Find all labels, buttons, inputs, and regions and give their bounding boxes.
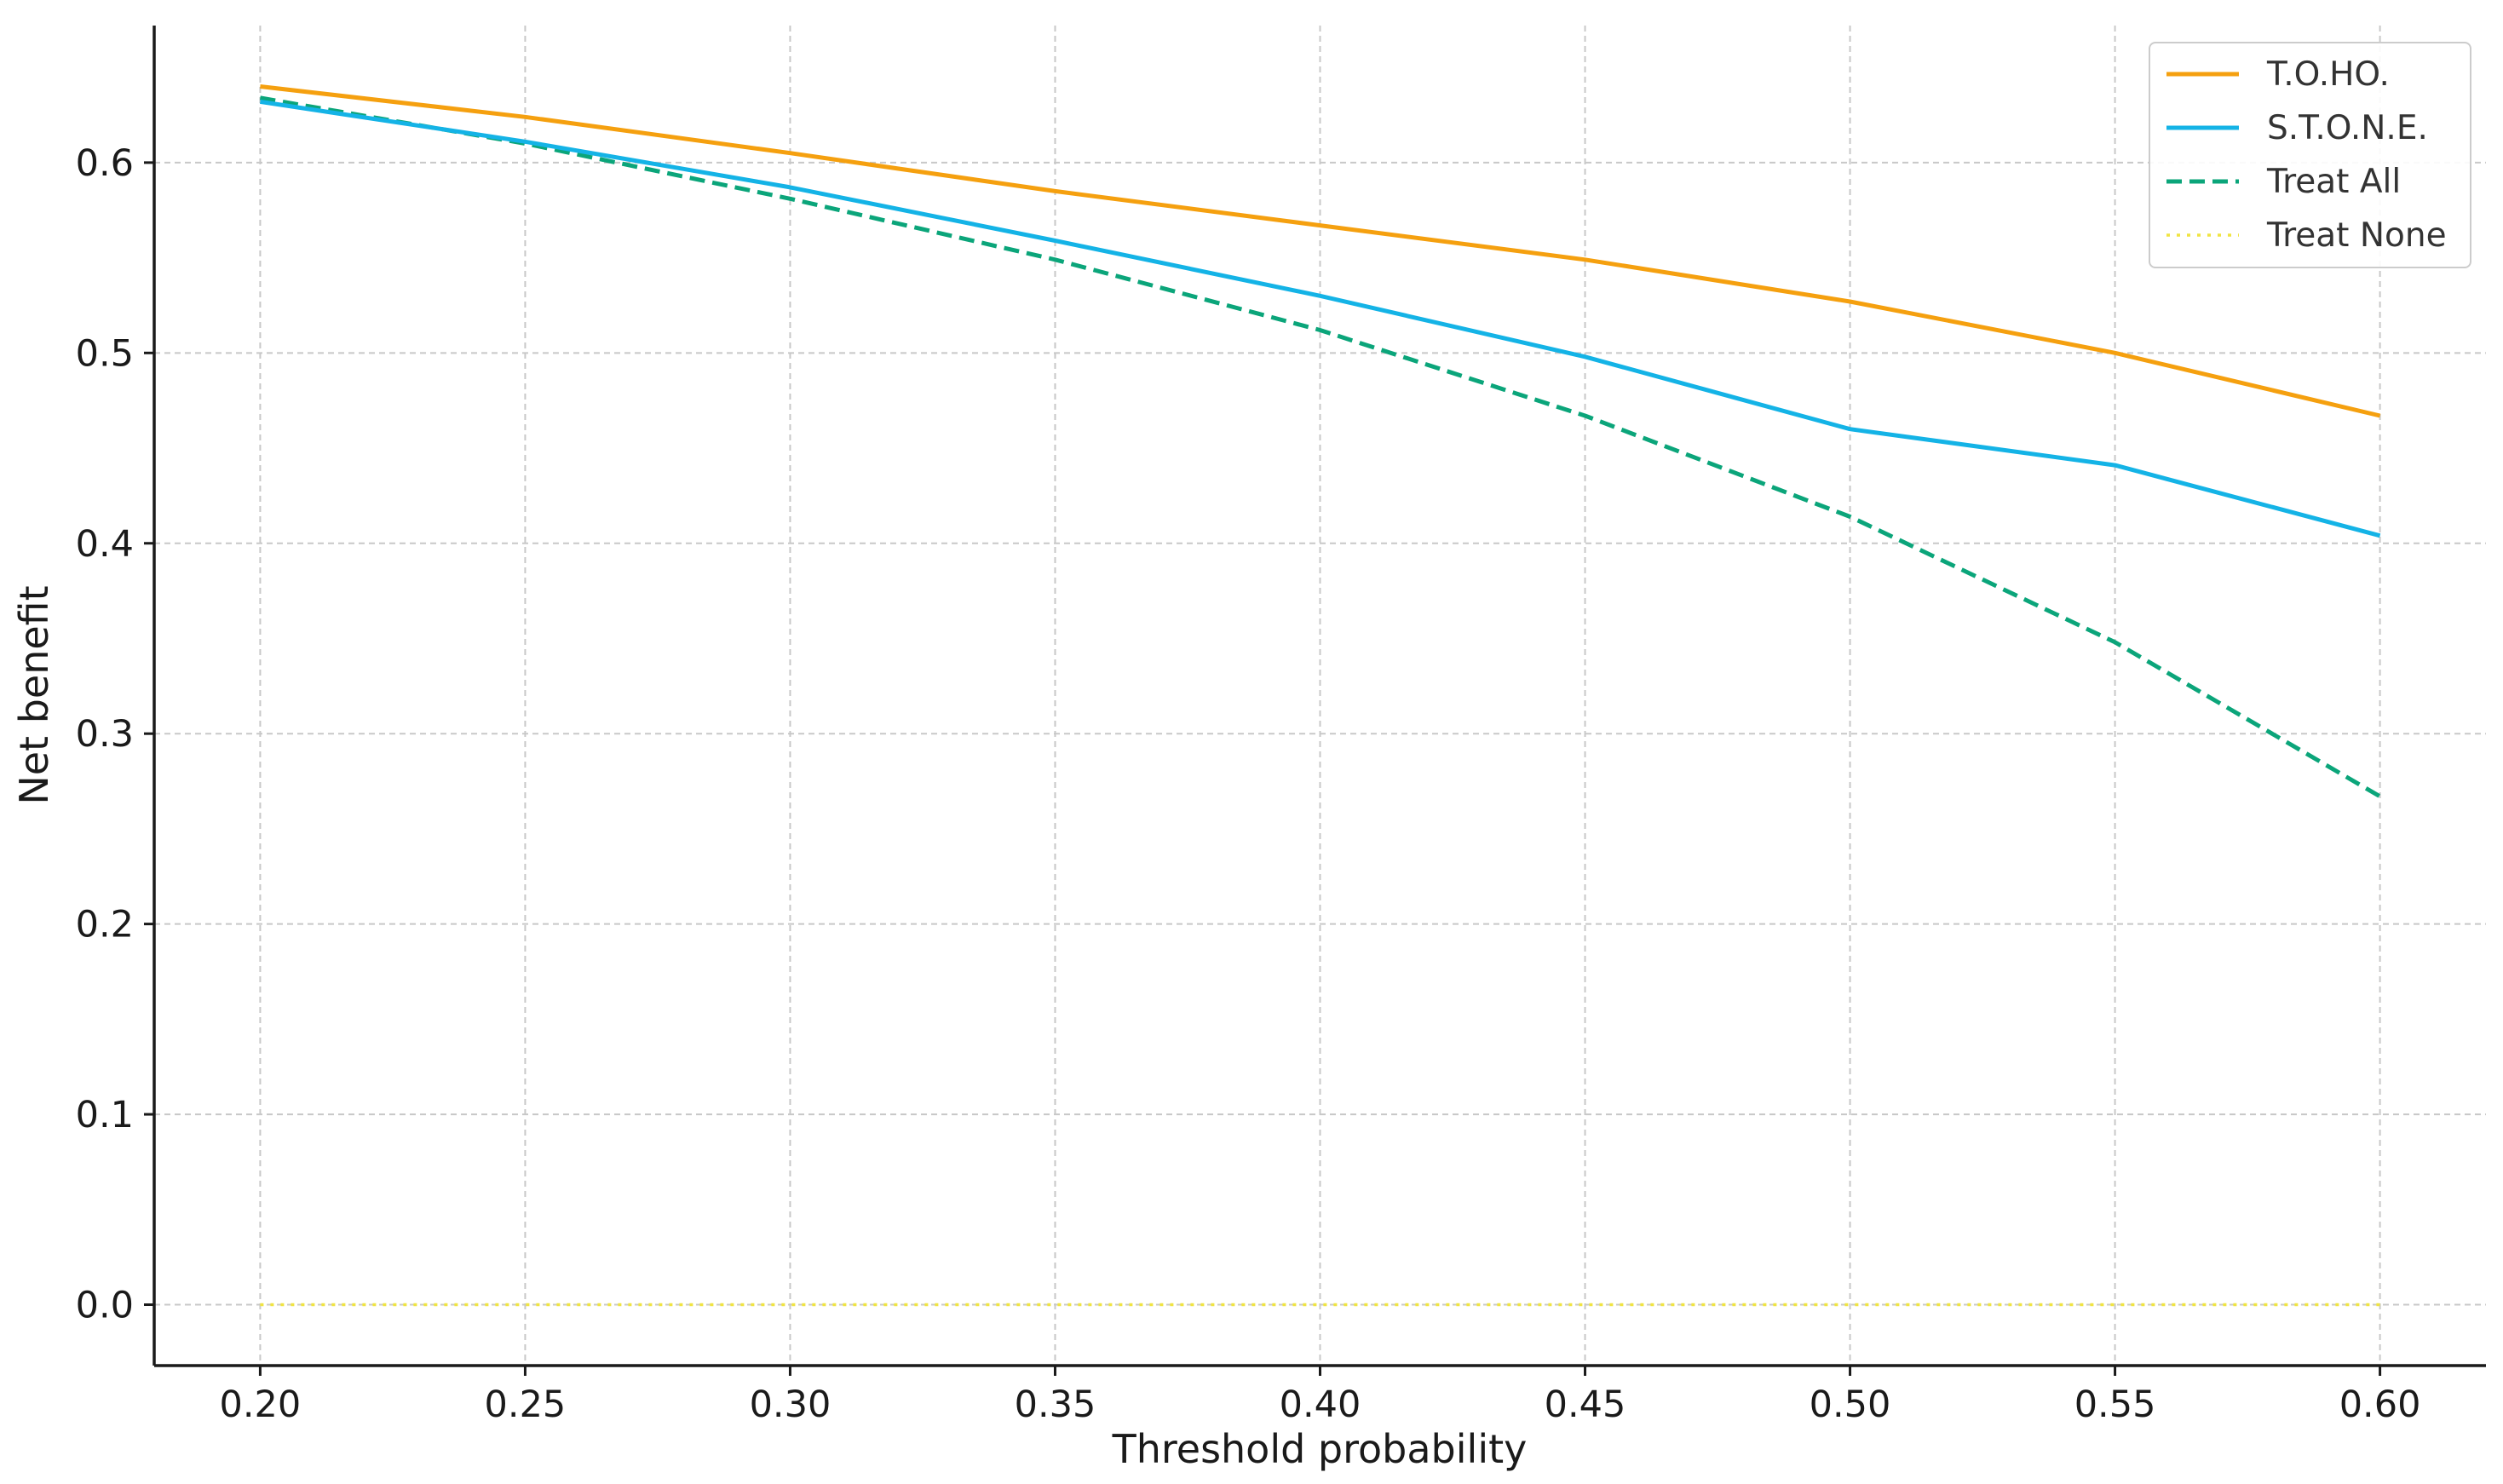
y-tick-label: 0.6 (76, 142, 134, 185)
y-axis-title: Net benefit (11, 585, 57, 804)
series-line-s-t-o-n-e (260, 99, 2381, 538)
ticks: 0.20 0.25 0.30 0.35 0.40 0.45 0.50 0.55 0.60 0.0 0… (76, 142, 2421, 1426)
legend-label-t-o-ho: T.O.HO. (2266, 55, 2390, 94)
x-tick-label: 0.25 (485, 1383, 567, 1426)
y-tick-label: 0.4 (76, 523, 134, 566)
y-tick-label: 0.1 (76, 1094, 134, 1136)
x-tick-label: 0.20 (220, 1383, 302, 1426)
x-tick-label: 0.50 (1810, 1383, 1891, 1426)
y-tick-label: 0.3 (76, 713, 134, 756)
x-tick-label: 0.40 (1280, 1383, 1361, 1426)
legend-label-treat-none: Treat None (2266, 216, 2447, 255)
y-tick-label: 0.5 (76, 332, 134, 375)
legend-label-treat-all: Treat All (2266, 163, 2401, 201)
legend: T.O.HO. S.T.O.N.E. Treat All Treat None (2149, 42, 2471, 268)
series-line-treat-all (259, 95, 2381, 799)
x-tick-label: 0.60 (2339, 1383, 2421, 1426)
x-tick-label: 0.45 (1545, 1383, 1626, 1426)
series-line-t-o-ho (260, 84, 2381, 418)
x-tick-label: 0.30 (750, 1383, 831, 1426)
legend-label-s-t-o-n-e: S.T.O.N.E. (2267, 109, 2428, 147)
grid (154, 26, 2486, 1366)
legend-box (2149, 42, 2471, 268)
y-tick-label: 0.2 (76, 904, 134, 946)
x-tick-label: 0.55 (2074, 1383, 2156, 1426)
y-tick-label: 0.0 (76, 1285, 134, 1327)
series-lines (259, 84, 2381, 1307)
x-tick-label: 0.35 (1015, 1383, 1096, 1426)
x-axis-title: Threshold probability (1112, 1426, 1528, 1472)
